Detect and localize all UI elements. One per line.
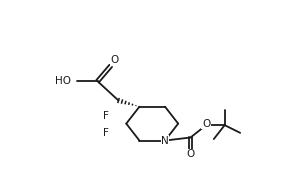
Text: F: F [102,111,108,121]
Text: O: O [202,119,210,129]
Text: F: F [103,128,109,138]
Text: O: O [110,55,119,65]
Text: N: N [161,136,169,146]
Text: HO: HO [55,76,71,86]
Text: O: O [187,149,195,159]
